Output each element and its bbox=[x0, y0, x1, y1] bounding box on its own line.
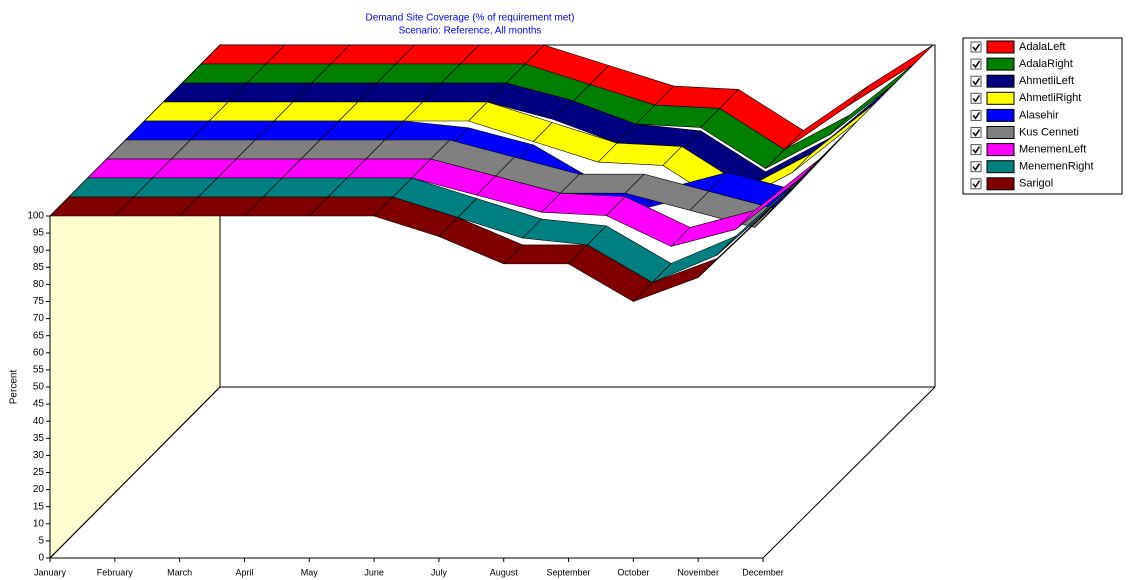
y-tick-label: 0 bbox=[38, 553, 44, 564]
legend-checkbox[interactable] bbox=[970, 161, 982, 173]
x-tick-label: January bbox=[34, 567, 67, 577]
x-tick-label: September bbox=[547, 567, 591, 577]
y-tick-label: 45 bbox=[33, 399, 45, 410]
y-tick-label: 100 bbox=[27, 211, 44, 222]
legend-checkbox[interactable] bbox=[970, 144, 982, 156]
legend-checkbox[interactable] bbox=[970, 92, 982, 104]
legend-check[interactable] bbox=[972, 60, 981, 69]
y-tick-label: 55 bbox=[33, 365, 45, 376]
y-axis-title: Percent bbox=[9, 370, 20, 405]
legend-check[interactable] bbox=[972, 146, 981, 154]
y-tick-label: 10 bbox=[33, 518, 45, 529]
chart-subtitle: Scenario: Reference, All months bbox=[399, 26, 542, 37]
legend-checkbox[interactable] bbox=[970, 109, 982, 121]
legend-label: Sarigol bbox=[1019, 178, 1053, 190]
y-tick-label: 25 bbox=[33, 467, 45, 478]
y-tick-label: 20 bbox=[33, 484, 45, 495]
y-tick-label: 15 bbox=[33, 501, 45, 512]
legend-checkbox[interactable] bbox=[970, 58, 982, 70]
legend-check[interactable] bbox=[972, 43, 981, 52]
legend-swatch bbox=[986, 108, 1015, 122]
ribbon-segment bbox=[754, 139, 839, 228]
legend-label: Kus Cenneti bbox=[1019, 126, 1079, 138]
ribbon-segment bbox=[848, 44, 934, 106]
legend-checkbox[interactable] bbox=[970, 75, 982, 87]
legend-check[interactable] bbox=[972, 77, 981, 86]
x-tick-label: November bbox=[677, 567, 719, 577]
legend-label: MenemenLeft bbox=[1019, 144, 1086, 156]
y-tick-label: 35 bbox=[33, 433, 45, 444]
legend-swatch bbox=[986, 126, 1015, 139]
y-tick-label: 65 bbox=[33, 330, 45, 341]
legend-label: AdalaRight bbox=[1019, 58, 1073, 70]
legend-swatch bbox=[986, 143, 1015, 157]
x-tick-label: June bbox=[364, 567, 384, 577]
legend-checkbox[interactable] bbox=[970, 127, 982, 138]
legend-swatch bbox=[986, 74, 1015, 88]
y-tick-label: 80 bbox=[33, 279, 45, 290]
ribbon-segment bbox=[830, 63, 915, 135]
x-tick-label: August bbox=[490, 567, 519, 577]
y-tick-label: 95 bbox=[33, 228, 45, 239]
legend-swatch bbox=[986, 40, 1015, 54]
legend-checkbox[interactable] bbox=[970, 41, 982, 53]
legend-swatch bbox=[986, 57, 1015, 71]
legend-label: MenemenRight bbox=[1019, 161, 1094, 173]
legend-check[interactable] bbox=[972, 129, 981, 137]
legend-swatch bbox=[986, 91, 1015, 105]
x-tick-label: February bbox=[97, 567, 134, 577]
x-tick-label: October bbox=[617, 567, 649, 577]
y-tick-label: 40 bbox=[33, 416, 45, 427]
y-tick-label: 30 bbox=[33, 450, 45, 461]
y-tick-label: 75 bbox=[33, 296, 45, 307]
x-tick-label: December bbox=[742, 567, 784, 577]
chart-title: Demand Site Coverage (% of requirement m… bbox=[366, 13, 575, 24]
y-tick-label: 90 bbox=[33, 245, 45, 256]
legend-checkbox[interactable] bbox=[970, 178, 982, 190]
legend-label: AdalaLeft bbox=[1019, 41, 1065, 53]
legend-check[interactable] bbox=[972, 163, 981, 171]
legend-swatch bbox=[986, 177, 1015, 191]
legend-swatch bbox=[986, 160, 1015, 174]
y-tick-label: 70 bbox=[33, 313, 45, 324]
ribbon-segment bbox=[716, 177, 802, 256]
legend-check[interactable] bbox=[972, 111, 981, 120]
legend-label: AhmetliLeft bbox=[1019, 75, 1074, 87]
legend-check[interactable] bbox=[972, 180, 981, 189]
y-tick-label: 50 bbox=[33, 382, 45, 393]
x-tick-label: July bbox=[431, 567, 448, 577]
x-tick-label: April bbox=[235, 567, 253, 577]
legend-label: Alasehir bbox=[1019, 109, 1059, 121]
legend-label: AhmetliRight bbox=[1019, 92, 1081, 104]
x-tick-label: May bbox=[301, 567, 319, 577]
ribbon-segment bbox=[697, 196, 783, 278]
y-tick-label: 60 bbox=[33, 347, 45, 358]
x-tick-label: March bbox=[167, 567, 192, 577]
floor-edge bbox=[49, 386, 221, 559]
legend-check[interactable] bbox=[972, 94, 981, 103]
y-tick-label: 5 bbox=[38, 536, 44, 547]
ribbon-segment bbox=[792, 101, 877, 173]
y-tick-label: 85 bbox=[33, 262, 45, 273]
ribbon-segment bbox=[735, 158, 820, 230]
